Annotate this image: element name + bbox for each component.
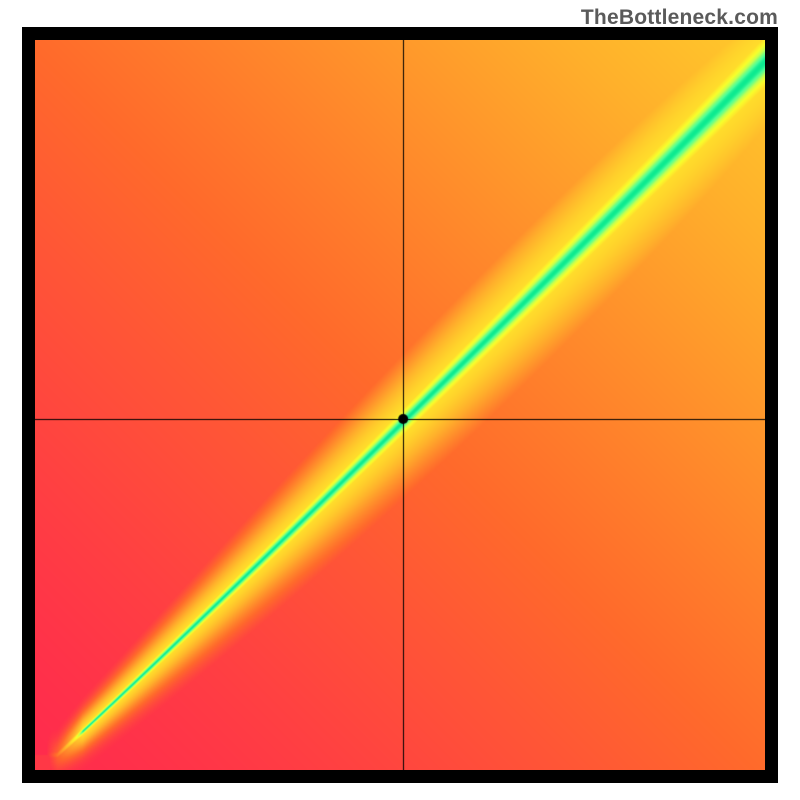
chart-frame (22, 27, 778, 783)
heatmap-canvas (35, 40, 765, 770)
